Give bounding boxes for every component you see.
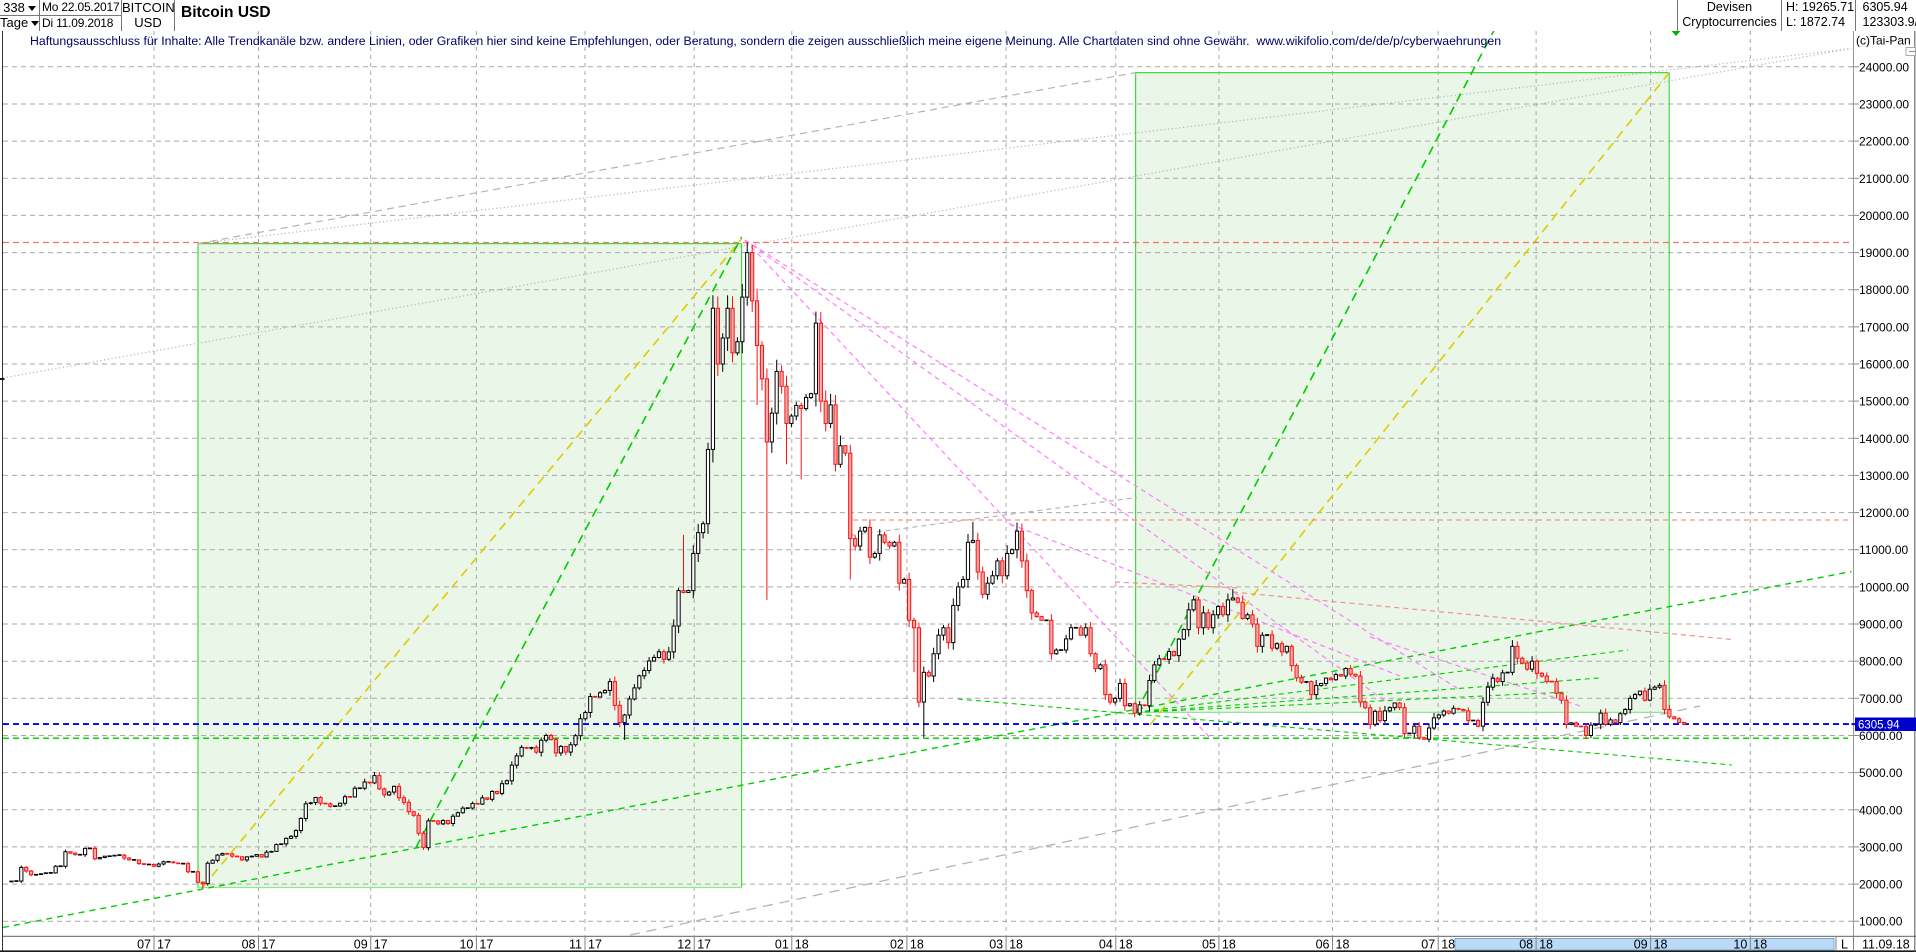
svg-text:08: 08 xyxy=(1519,938,1533,952)
svg-text:07: 07 xyxy=(137,938,151,952)
svg-text:9000.00: 9000.00 xyxy=(1859,618,1903,632)
svg-text:6000.00: 6000.00 xyxy=(1859,729,1903,743)
svg-text:20000.00: 20000.00 xyxy=(1859,209,1909,223)
svg-text:12000.00: 12000.00 xyxy=(1859,506,1909,520)
svg-text:03: 03 xyxy=(989,938,1003,952)
svg-text:7000.00: 7000.00 xyxy=(1859,692,1903,706)
svg-text:08: 08 xyxy=(242,938,256,952)
svg-text:18: 18 xyxy=(795,938,809,952)
svg-text:17: 17 xyxy=(588,938,602,952)
svg-text:11000.00: 11000.00 xyxy=(1859,543,1908,557)
svg-text:18: 18 xyxy=(1222,938,1236,952)
svg-text:09: 09 xyxy=(1634,938,1648,952)
svg-text:17: 17 xyxy=(697,938,711,952)
svg-text:17000.00: 17000.00 xyxy=(1859,320,1909,334)
svg-text:17: 17 xyxy=(479,938,493,952)
svg-text:17: 17 xyxy=(262,938,276,952)
svg-text:02: 02 xyxy=(890,938,904,952)
svg-text:L: L xyxy=(1841,938,1848,952)
svg-text:18: 18 xyxy=(1441,938,1455,952)
svg-text:09: 09 xyxy=(354,938,368,952)
svg-text:3000.00: 3000.00 xyxy=(1859,840,1903,854)
svg-text:17: 17 xyxy=(157,938,171,952)
svg-text:1000.00: 1000.00 xyxy=(1859,915,1903,929)
svg-text:18: 18 xyxy=(1119,938,1133,952)
svg-text:18: 18 xyxy=(1336,938,1350,952)
svg-text:(c)Tai-Pan: (c)Tai-Pan xyxy=(1856,34,1911,48)
svg-text:6305.94: 6305.94 xyxy=(1858,720,1900,732)
svg-text:12: 12 xyxy=(677,938,691,952)
svg-text:01: 01 xyxy=(775,938,789,952)
svg-text:2000.00: 2000.00 xyxy=(1859,878,1903,892)
svg-text:11: 11 xyxy=(569,938,582,952)
svg-text:22000.00: 22000.00 xyxy=(1859,135,1909,149)
svg-text:18: 18 xyxy=(1539,938,1553,952)
svg-text:04: 04 xyxy=(1099,938,1113,952)
svg-text:15000.00: 15000.00 xyxy=(1859,395,1909,409)
svg-text:18: 18 xyxy=(1009,938,1023,952)
svg-text:06: 06 xyxy=(1316,938,1330,952)
svg-text:24000.00: 24000.00 xyxy=(1859,60,1909,74)
svg-text:16000.00: 16000.00 xyxy=(1859,358,1909,372)
svg-text:10: 10 xyxy=(459,938,473,952)
svg-text:14000.00: 14000.00 xyxy=(1859,432,1909,446)
svg-text:05: 05 xyxy=(1202,938,1216,952)
svg-text:17: 17 xyxy=(374,938,388,952)
svg-text:5000.00: 5000.00 xyxy=(1859,766,1903,780)
svg-text:13000.00: 13000.00 xyxy=(1859,469,1909,483)
svg-text:11.09.18: 11.09.18 xyxy=(1862,938,1910,952)
svg-text:8000.00: 8000.00 xyxy=(1859,655,1903,669)
svg-text:4000.00: 4000.00 xyxy=(1859,803,1903,817)
svg-text:18: 18 xyxy=(910,938,924,952)
svg-text:21000.00: 21000.00 xyxy=(1859,172,1909,186)
svg-text:19000.00: 19000.00 xyxy=(1859,246,1909,260)
svg-text:18000.00: 18000.00 xyxy=(1859,283,1909,297)
svg-text:10000.00: 10000.00 xyxy=(1859,580,1909,594)
svg-text:23000.00: 23000.00 xyxy=(1859,98,1909,112)
svg-text:18: 18 xyxy=(1654,938,1668,952)
svg-text:10: 10 xyxy=(1733,938,1747,952)
svg-text:18: 18 xyxy=(1753,938,1767,952)
svg-text:07: 07 xyxy=(1421,938,1435,952)
